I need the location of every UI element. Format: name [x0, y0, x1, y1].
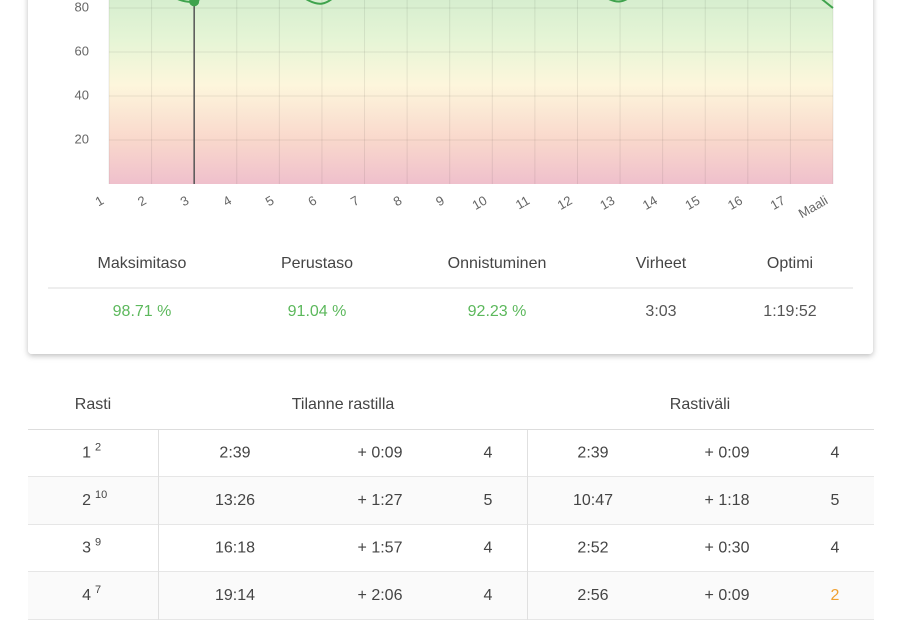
control-number: 1: [82, 445, 91, 462]
split-cell: 19:14: [215, 587, 255, 604]
leg-cell: 4: [831, 445, 840, 462]
stat-header: Maksimitaso: [98, 255, 187, 272]
stat-header: Onnistuminen: [448, 255, 547, 272]
x-tick-label: 15: [682, 193, 702, 213]
split-cell: 16:18: [215, 540, 255, 557]
leg-cell: + 0:09: [705, 445, 750, 462]
split-cell: 4: [484, 587, 493, 604]
leg-cell: 2:56: [577, 587, 608, 604]
stat-value: 3:03: [645, 303, 676, 320]
split-cell: 2:39: [219, 445, 250, 462]
control-number: 2: [82, 492, 91, 509]
x-tick-label: 13: [597, 193, 617, 213]
leg-cell: + 0:09: [705, 587, 750, 604]
leg-cell: 5: [831, 492, 840, 509]
leg-cell: + 0:30: [705, 540, 750, 557]
control-code: 7: [95, 584, 101, 596]
plot-background: [109, 0, 833, 184]
x-tick-label: 16: [725, 193, 745, 213]
leg-cell: 4: [831, 540, 840, 557]
x-tick-label: 12: [555, 193, 575, 213]
x-tick-label: 17: [768, 193, 788, 213]
control-number: 4: [82, 587, 91, 604]
x-tick-label: 11: [513, 193, 532, 213]
y-tick-label: 80: [75, 0, 89, 14]
stat-value: 92.23 %: [468, 303, 527, 320]
split-cell: 5: [484, 492, 493, 509]
marker[interactable]: [189, 0, 200, 7]
split-cell: 13:26: [215, 492, 255, 509]
split-cell: + 1:57: [358, 540, 403, 557]
control-code: 9: [95, 536, 101, 548]
stat-header: Perustaso: [281, 255, 353, 272]
stat-header: Optimi: [767, 255, 813, 272]
stat-value: 98.71 %: [113, 303, 172, 320]
row-background: [28, 477, 874, 525]
y-tick-label: 60: [75, 43, 89, 58]
column-header: Rastiväli: [670, 396, 730, 413]
leg-cell: 2:39: [577, 445, 608, 462]
row-background: [28, 525, 874, 572]
leg-cell: 2:52: [577, 540, 608, 557]
y-tick-label: 20: [75, 131, 89, 146]
control-number: 3: [82, 540, 91, 557]
split-cell: + 1:27: [358, 492, 403, 509]
control-code: 2: [95, 441, 101, 453]
leg-cell: + 1:18: [705, 492, 750, 509]
row-background: [28, 572, 874, 620]
stat-value: 1:19:52: [763, 303, 816, 320]
y-tick-label: 40: [75, 87, 89, 102]
column-header: Tilanne rastilla: [292, 396, 395, 413]
split-cell: 4: [484, 445, 493, 462]
split-cell: 4: [484, 540, 493, 557]
split-cell: + 2:06: [358, 587, 403, 604]
control-code: 10: [95, 489, 107, 501]
stats: Maksimitaso 98.71 % Perustaso 91.04 % Onnist…: [98, 255, 817, 320]
split-cell: + 0:09: [358, 445, 403, 462]
stat-value: 91.04 %: [288, 303, 347, 320]
column-header: Rasti: [75, 396, 111, 413]
x-tick-label: 14: [640, 193, 660, 213]
stat-header: Virheet: [636, 255, 687, 272]
leg-cell: 10:47: [573, 492, 613, 509]
row-background: [28, 430, 874, 477]
x-tick-label: 10: [469, 193, 489, 213]
leg-cell: 2: [831, 587, 840, 604]
